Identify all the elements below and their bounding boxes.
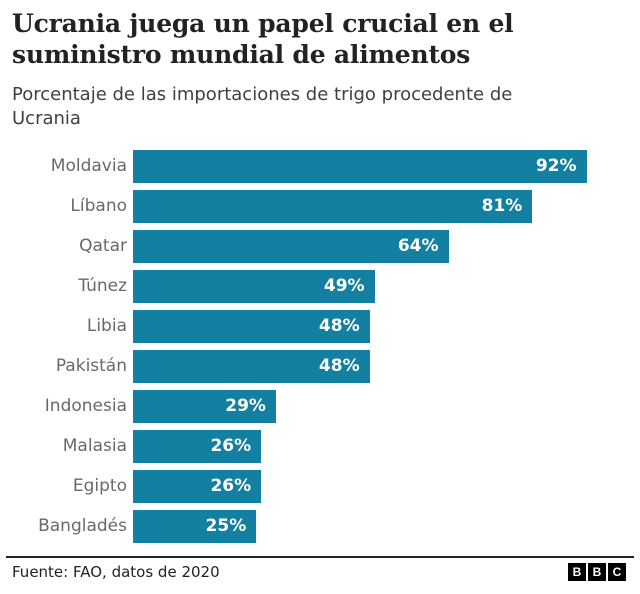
bar-label: Egipto bbox=[72, 476, 127, 496]
chart-subtitle: Porcentaje de las importaciones de trigo… bbox=[12, 84, 513, 129]
chart-row: Indonesia 29% bbox=[12, 386, 626, 426]
bar: 48% bbox=[133, 349, 370, 383]
chart-title: Ucrania juega un papel crucial en el sum… bbox=[12, 9, 514, 69]
bar-label: Indonesia bbox=[44, 396, 127, 416]
bar-label: Túnez bbox=[78, 276, 127, 296]
bbc-logo: B B C bbox=[568, 563, 626, 581]
bar: 81% bbox=[133, 189, 533, 223]
bar: 26% bbox=[133, 429, 262, 463]
chart-row: Túnez 49% bbox=[12, 266, 626, 306]
chart-row: Egipto 26% bbox=[12, 466, 626, 506]
bar: 92% bbox=[133, 149, 587, 183]
bar: 64% bbox=[133, 229, 449, 263]
bbc-logo-block-b1: B bbox=[568, 563, 586, 581]
bar-track: 48% bbox=[133, 349, 626, 383]
bar-track: 49% bbox=[133, 269, 626, 303]
chart-row: Bangladés 25% bbox=[12, 506, 626, 546]
bar-chart: Moldavia 92% Líbano 81% Qatar 64% Túnez … bbox=[12, 146, 626, 546]
bar: 48% bbox=[133, 309, 370, 343]
chart-row: Malasia 26% bbox=[12, 426, 626, 466]
bar: 26% bbox=[133, 469, 262, 503]
bar-label: Libia bbox=[86, 316, 127, 336]
bar-track: 29% bbox=[133, 389, 626, 423]
bar-track: 64% bbox=[133, 229, 626, 263]
bar-label: Qatar bbox=[79, 236, 127, 256]
chart-row: Libia 48% bbox=[12, 306, 626, 346]
bar-track: 48% bbox=[133, 309, 626, 343]
bbc-logo-block-c: C bbox=[608, 563, 626, 581]
bar-label: Líbano bbox=[70, 196, 127, 216]
bar-track: 25% bbox=[133, 509, 626, 543]
footer: Fuente: FAO, datos de 2020 B B C bbox=[12, 558, 626, 581]
bar-label: Malasia bbox=[62, 436, 127, 456]
bar-track: 92% bbox=[133, 149, 626, 183]
chart-row: Qatar 64% bbox=[12, 226, 626, 266]
bar-track: 26% bbox=[133, 469, 626, 503]
bar-value: 29% bbox=[225, 396, 266, 416]
footer-divider bbox=[6, 556, 634, 558]
bar: 25% bbox=[133, 509, 257, 543]
bar-track: 26% bbox=[133, 429, 626, 463]
chart-row: Pakistán 48% bbox=[12, 346, 626, 386]
bar-value: 64% bbox=[397, 236, 439, 256]
bar-value: 48% bbox=[318, 356, 360, 376]
chart-rows: Moldavia 92% Líbano 81% Qatar 64% Túnez … bbox=[12, 146, 626, 546]
bar-value: 48% bbox=[318, 316, 360, 336]
bar-label: Bangladés bbox=[38, 516, 127, 536]
chart-row: Líbano 81% bbox=[12, 186, 626, 226]
bar-value: 49% bbox=[323, 276, 365, 296]
bar: 49% bbox=[133, 269, 375, 303]
bar-value: 81% bbox=[481, 196, 523, 216]
bar-value: 92% bbox=[535, 156, 577, 176]
bar-value: 26% bbox=[210, 436, 252, 456]
bar: 29% bbox=[133, 389, 276, 423]
bar-track: 81% bbox=[133, 189, 626, 223]
bbc-logo-block-b2: B bbox=[588, 563, 606, 581]
bar-label: Moldavia bbox=[50, 156, 127, 176]
bar-label: Pakistán bbox=[55, 356, 127, 376]
bar-value: 25% bbox=[205, 516, 247, 536]
chart-row: Moldavia 92% bbox=[12, 146, 626, 186]
source-note: Fuente: FAO, datos de 2020 bbox=[12, 563, 220, 581]
bar-value: 26% bbox=[210, 476, 252, 496]
